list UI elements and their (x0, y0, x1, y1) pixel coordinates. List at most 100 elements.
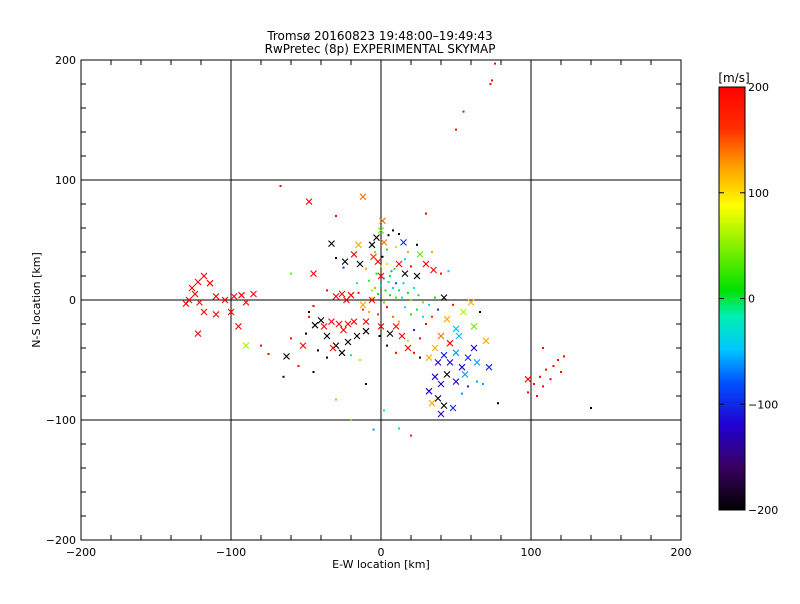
colorbar-tick-label: −200 (748, 504, 778, 517)
y-tick-label: 200 (55, 54, 76, 67)
data-point-cross (350, 251, 358, 258)
data-point-dot (267, 353, 270, 355)
colorbar-label: [m/s] (718, 71, 749, 85)
data-point-cross (347, 291, 355, 299)
data-point-cross (422, 260, 430, 268)
data-point-dot (377, 313, 379, 316)
data-point-cross (398, 332, 406, 340)
data-point-dot (335, 215, 337, 217)
data-point-cross (413, 272, 421, 280)
data-point-cross (440, 351, 448, 359)
x-tick-label: 0 (378, 546, 385, 559)
data-point-dot (386, 248, 388, 251)
data-point-dot (431, 315, 433, 318)
data-point-dot (536, 395, 538, 397)
data-point-dot (375, 272, 378, 275)
data-point-cross (461, 371, 469, 378)
data-point-cross (400, 239, 407, 246)
data-point-dot (383, 409, 385, 412)
data-point-dot (413, 351, 415, 354)
data-point-dot (440, 272, 442, 275)
chart-subtitle: RwPretec (8p) EXPERIMENTAL SKYMAP (265, 42, 496, 56)
data-point-dot (386, 306, 388, 309)
data-point-dot (381, 255, 384, 258)
data-point-dot (362, 308, 364, 311)
data-point-cross (329, 344, 337, 352)
data-point-cross (362, 318, 370, 325)
data-point-dot (563, 355, 565, 358)
data-point-dot (552, 365, 555, 367)
data-point-dot (417, 294, 420, 297)
data-point-cross (380, 239, 388, 246)
data-point-cross (341, 258, 349, 265)
data-point-cross (485, 363, 493, 371)
y-tick-label: −200 (46, 534, 76, 547)
data-point-dot (398, 289, 400, 292)
data-point-cross (317, 317, 325, 324)
data-point-cross (452, 349, 460, 357)
data-point-dot (371, 289, 373, 292)
data-point-cross (359, 193, 367, 201)
data-point-cross (250, 290, 257, 298)
data-point-dot (380, 265, 382, 268)
data-point-cross (311, 321, 319, 329)
data-point-dot (395, 351, 397, 354)
data-point-cross (235, 323, 242, 330)
data-point-cross (437, 380, 445, 388)
data-point-cross (305, 198, 313, 205)
data-point-dot (377, 293, 379, 295)
data-point-cross (379, 217, 386, 225)
data-point-dot (374, 287, 376, 289)
data-point-dot (386, 344, 388, 347)
data-point-cross (377, 272, 385, 280)
data-point-dot (359, 359, 361, 361)
data-point-cross (434, 359, 442, 366)
data-point-cross (404, 344, 412, 352)
data-points (182, 62, 592, 437)
data-point-cross (425, 387, 433, 395)
data-point-dot (425, 212, 427, 215)
data-point-cross (323, 332, 331, 340)
data-point-cross (355, 241, 362, 249)
x-tick-label: −100 (216, 546, 246, 559)
data-point-dot (392, 229, 394, 232)
data-point-cross (482, 337, 490, 345)
data-point-dot (497, 402, 499, 405)
data-point-dot (308, 311, 310, 313)
y-tick-label: 100 (55, 174, 76, 187)
data-point-cross (328, 240, 335, 247)
data-point-cross (230, 293, 238, 300)
data-point-cross (359, 301, 367, 309)
data-point-dot (428, 303, 430, 306)
data-point-cross (401, 270, 409, 277)
data-point-dot (447, 270, 450, 273)
data-point-dot (335, 398, 337, 401)
data-point-dot (425, 323, 427, 325)
data-point-cross (425, 354, 433, 361)
data-point-dot (545, 368, 547, 371)
data-point-dot (290, 272, 292, 275)
data-point-dot (467, 385, 469, 388)
colorbar-tick-label: −100 (748, 398, 778, 411)
data-point-cross (431, 344, 439, 352)
data-point-cross (206, 279, 214, 287)
data-point-dot (422, 315, 424, 318)
data-point-cross (452, 325, 460, 333)
data-point-dot (491, 79, 493, 82)
data-point-cross (200, 272, 208, 280)
data-point-dot (407, 251, 409, 253)
data-point-dot (392, 315, 394, 318)
data-point-dot (356, 282, 358, 285)
data-point-dot (401, 296, 403, 299)
data-point-dot (410, 299, 412, 301)
data-point-cross (182, 300, 190, 307)
data-point-cross (464, 354, 472, 361)
chart-title: Tromsø 20160823 19:48:00–19:49:43 (266, 29, 492, 43)
data-point-cross (350, 318, 358, 325)
x-tick-label: −200 (66, 546, 96, 559)
y-tick-label: 0 (69, 294, 76, 307)
data-point-dot (374, 251, 376, 253)
data-point-cross (524, 375, 532, 383)
data-point-dot (434, 296, 436, 299)
